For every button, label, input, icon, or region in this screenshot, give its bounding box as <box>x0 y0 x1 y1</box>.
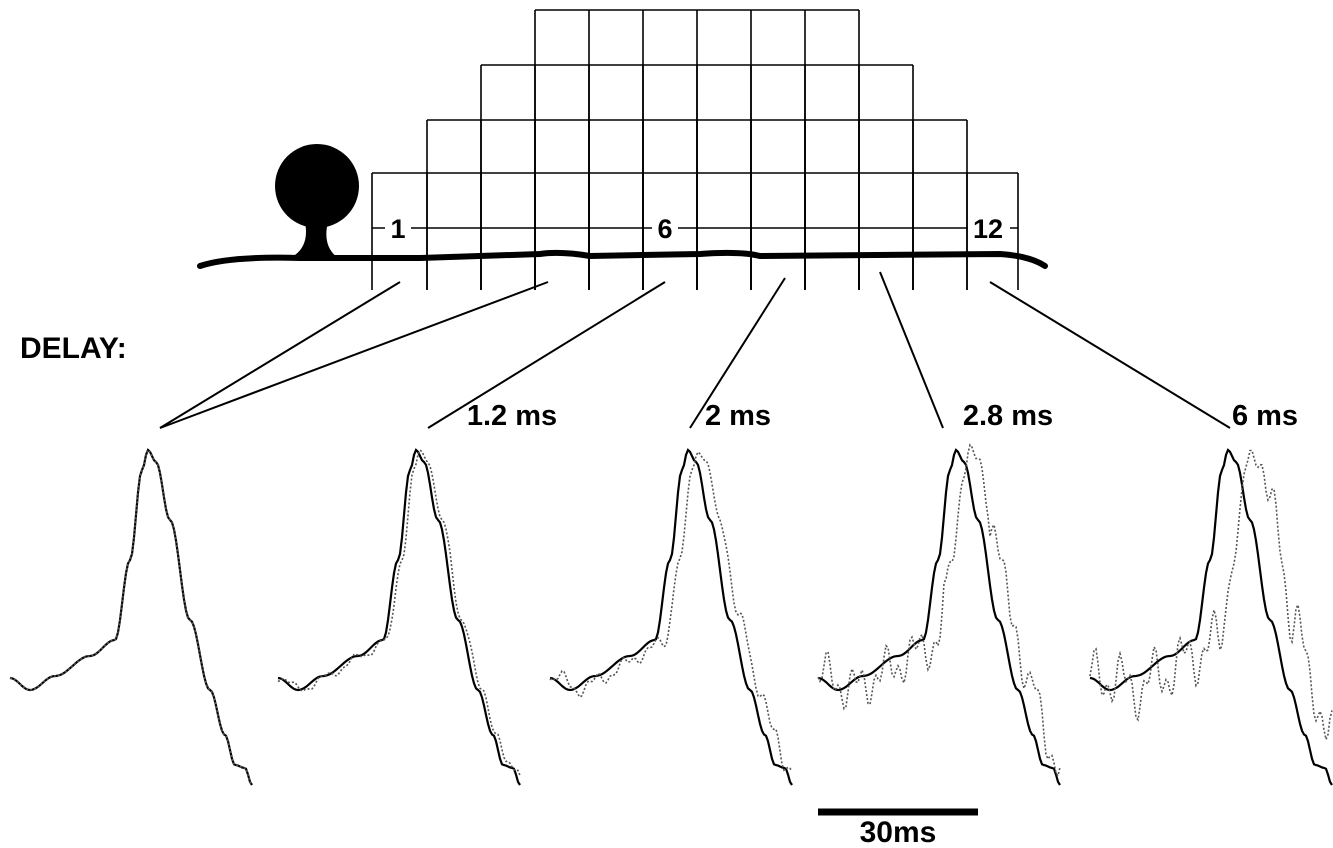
trace-dotted <box>278 450 520 775</box>
trace-dotted <box>550 452 792 771</box>
grid-label: 6 <box>657 214 672 244</box>
trace-dotted <box>1090 450 1332 739</box>
traces <box>10 445 1332 785</box>
figure: 1 6 12 DELAY: 1.2 ms 2 ms 2.8 ms 6 ms 30… <box>0 0 1333 848</box>
trace-dotted <box>10 450 252 785</box>
delay-label: 2.8 ms <box>963 400 1053 432</box>
grid-label: 1 <box>390 214 405 244</box>
delay-labels: 1.2 ms 2 ms 2.8 ms 6 ms <box>467 400 1298 432</box>
delay-title: DELAY: <box>20 332 127 365</box>
trace-solid <box>10 450 252 785</box>
scale-label: 30ms <box>860 816 937 848</box>
trace-solid <box>550 450 792 785</box>
grid-label: 12 <box>973 214 1003 244</box>
soma <box>275 144 359 228</box>
connector <box>160 282 400 428</box>
axon-hillock <box>290 222 338 258</box>
trace-dotted <box>818 445 1060 776</box>
electrode-grid <box>372 10 1018 290</box>
trace-solid <box>818 450 1060 785</box>
delay-label: 2 ms <box>705 400 771 432</box>
connector <box>880 272 943 428</box>
delay-label: 1.2 ms <box>467 400 557 432</box>
trace-solid <box>278 450 520 785</box>
delay-label: 6 ms <box>1232 400 1298 432</box>
connectors <box>160 272 1230 428</box>
